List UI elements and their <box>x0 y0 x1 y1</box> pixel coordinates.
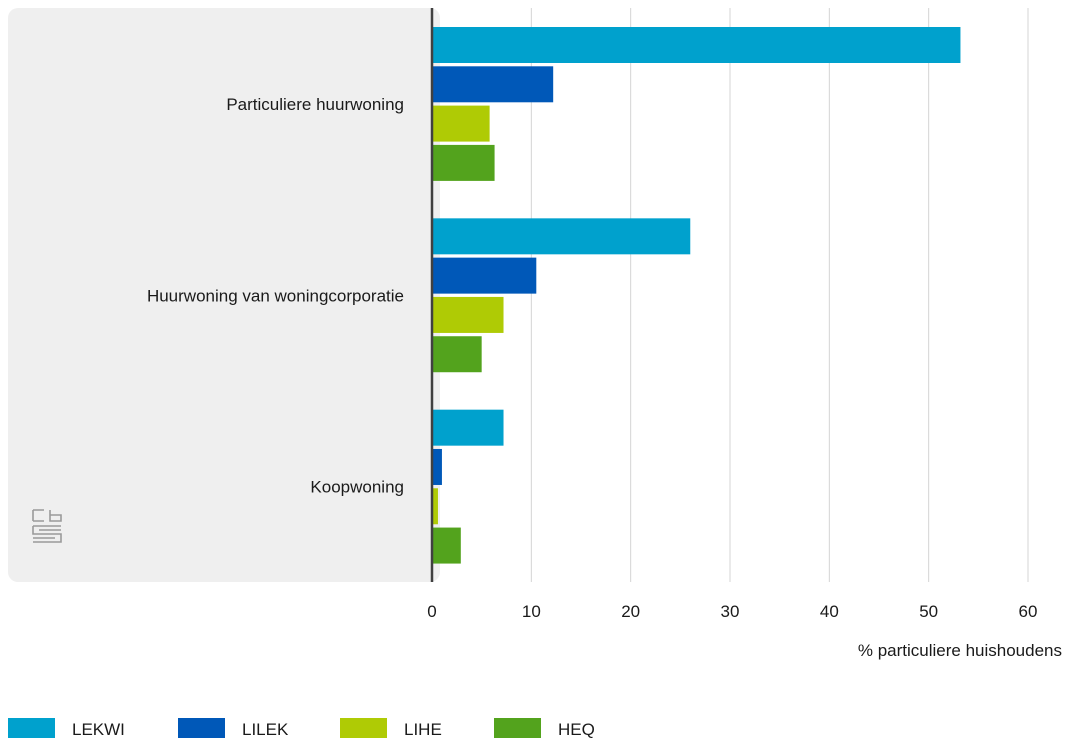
legend-swatch-lihe <box>340 718 387 738</box>
bar-lihe <box>432 105 490 142</box>
category-label: Particuliere huurwoning <box>226 95 404 114</box>
category-labels: Particuliere huurwoning Huurwoning van wo… <box>147 95 404 497</box>
bar-lekwi <box>432 27 961 63</box>
bars <box>432 27 961 564</box>
legend-label-lekwi: LEKWI <box>72 720 125 738</box>
category-label: Huurwoning van woningcorporatie <box>147 286 404 305</box>
bar-heq <box>432 144 495 181</box>
legend-swatch-heq <box>494 718 541 738</box>
bar-lekwi <box>432 409 504 446</box>
legend-label-lihe: LIHE <box>404 720 442 738</box>
legend: LEKWI LILEK LIHE HEQ <box>8 718 595 738</box>
legend-label-lilek: LILEK <box>242 720 289 738</box>
category-label: Koopwoning <box>310 478 404 497</box>
x-tick-label: 60 <box>1019 602 1038 621</box>
x-tick-label: 0 <box>427 602 436 621</box>
x-tick-label: 20 <box>621 602 640 621</box>
x-tick-label: 40 <box>820 602 839 621</box>
x-axis-title: % particuliere huishoudens <box>858 641 1062 660</box>
category-label-panel <box>8 8 440 582</box>
bar-lilek <box>432 257 537 294</box>
x-tick-label: 10 <box>522 602 541 621</box>
x-tick-label: 30 <box>721 602 740 621</box>
bar-lilek <box>432 448 442 485</box>
bar-heq <box>432 336 482 373</box>
legend-swatch-lekwi <box>8 718 55 738</box>
cbs-logo-icon <box>32 509 62 543</box>
bar-lihe <box>432 488 438 525</box>
legend-label-heq: HEQ <box>558 720 595 738</box>
legend-swatch-lilek <box>178 718 225 738</box>
gridlines <box>530 8 1029 582</box>
x-tick-labels: 0 10 20 30 40 50 60 <box>427 602 1037 621</box>
x-tick-label: 50 <box>919 602 938 621</box>
bar-lekwi <box>432 218 691 255</box>
bar-heq <box>432 527 461 564</box>
bar-lihe <box>432 296 504 333</box>
bar-lilek <box>432 66 554 103</box>
